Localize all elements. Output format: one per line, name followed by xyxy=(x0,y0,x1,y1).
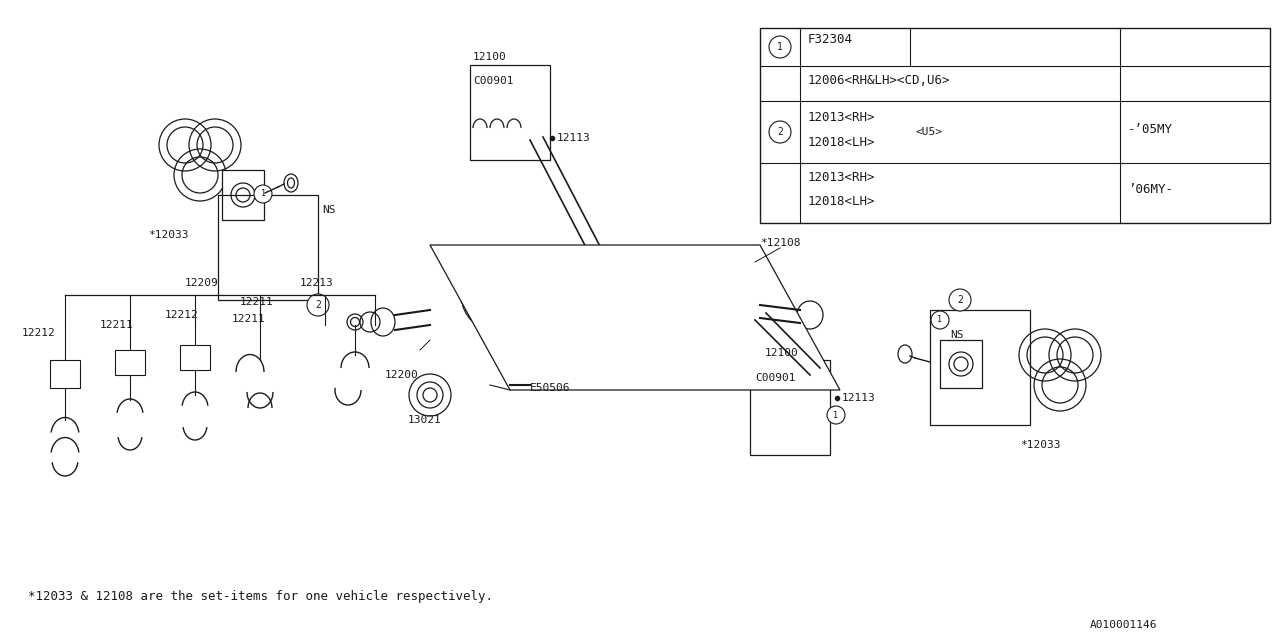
Bar xyxy=(940,340,982,388)
Text: 12018<LH>: 12018<LH> xyxy=(808,136,876,149)
Text: 12211: 12211 xyxy=(100,320,133,330)
Text: -’05MY: -’05MY xyxy=(1128,123,1172,136)
Text: 12018<LH>: 12018<LH> xyxy=(808,195,876,208)
Text: 12006<RH&LH><CD,U6>: 12006<RH&LH><CD,U6> xyxy=(808,74,951,87)
Polygon shape xyxy=(430,245,840,390)
Circle shape xyxy=(827,406,845,424)
Text: F32304: F32304 xyxy=(808,33,852,46)
Text: *12033: *12033 xyxy=(1020,440,1061,450)
Text: 12211: 12211 xyxy=(232,314,266,324)
Text: 13021: 13021 xyxy=(408,415,442,425)
Text: 2: 2 xyxy=(957,295,963,305)
Bar xyxy=(50,360,79,388)
Circle shape xyxy=(769,121,791,143)
Bar xyxy=(760,28,1270,223)
Text: 12100: 12100 xyxy=(765,348,799,358)
Text: 1: 1 xyxy=(937,316,942,324)
Text: C00901: C00901 xyxy=(755,373,795,383)
Text: 12212: 12212 xyxy=(165,310,198,320)
Text: 12211: 12211 xyxy=(241,297,274,307)
Text: 12013<RH>: 12013<RH> xyxy=(808,111,876,124)
Text: 2: 2 xyxy=(777,127,783,137)
Text: 12209: 12209 xyxy=(186,278,219,288)
Bar xyxy=(931,310,1030,425)
Circle shape xyxy=(307,294,329,316)
Text: *12108: *12108 xyxy=(760,238,800,248)
Text: A010001146: A010001146 xyxy=(1091,620,1157,630)
Circle shape xyxy=(931,311,948,329)
Circle shape xyxy=(948,289,972,311)
Text: 12212: 12212 xyxy=(22,328,56,338)
Text: NS: NS xyxy=(950,330,964,340)
Bar xyxy=(470,65,550,160)
Text: 12113: 12113 xyxy=(842,393,876,403)
Text: NS: NS xyxy=(323,205,335,215)
Bar xyxy=(221,170,264,220)
Text: ’06MY-: ’06MY- xyxy=(1128,183,1172,196)
Bar xyxy=(218,195,317,300)
Text: E50506: E50506 xyxy=(530,383,571,393)
Text: *12033: *12033 xyxy=(148,230,188,240)
Text: 12113: 12113 xyxy=(557,133,591,143)
Bar xyxy=(750,360,829,455)
Text: 1: 1 xyxy=(777,42,783,52)
Text: <U5>: <U5> xyxy=(915,127,942,137)
Text: 2: 2 xyxy=(315,300,321,310)
Text: *12033 & 12108 are the set-items for one vehicle respectively.: *12033 & 12108 are the set-items for one… xyxy=(28,590,493,603)
Text: 1: 1 xyxy=(833,410,838,419)
Text: 1: 1 xyxy=(261,189,265,198)
Circle shape xyxy=(253,185,273,203)
Bar xyxy=(180,345,210,370)
Text: 12013<RH>: 12013<RH> xyxy=(808,171,876,184)
Bar xyxy=(115,350,145,375)
Circle shape xyxy=(769,36,791,58)
Text: C00901: C00901 xyxy=(474,76,513,86)
Text: 12100: 12100 xyxy=(474,52,507,62)
Text: 12200: 12200 xyxy=(385,370,419,380)
Text: 12213: 12213 xyxy=(300,278,334,288)
